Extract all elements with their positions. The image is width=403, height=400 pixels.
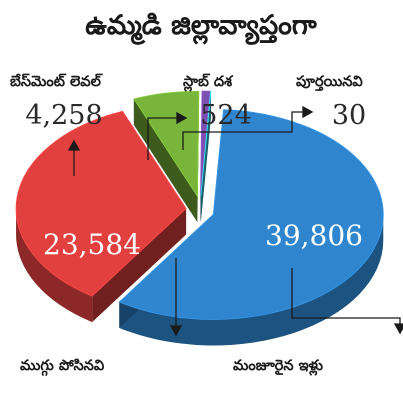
- slice-cut-face: [92, 208, 187, 323]
- label-completed: పూర్తయినవి: [296, 74, 363, 91]
- value-completed: 30: [332, 100, 366, 131]
- slice-cut-face: [200, 91, 212, 223]
- arrow-slab-stage-head: [176, 111, 188, 125]
- callout-arrows: [67, 105, 403, 337]
- arrow-completed-head: [302, 105, 314, 119]
- slice-top: [118, 109, 384, 320]
- value-sanctioned-houses: 39,806: [265, 219, 363, 252]
- value-muggu-posinavi: 23,584: [43, 228, 141, 261]
- label-slab-stage: స్లాబ్ దశ: [183, 73, 234, 92]
- arrow-slab-stage: [147, 117, 186, 160]
- arrow-basement-level-head: [67, 139, 81, 151]
- arrow-completed: [182, 111, 312, 150]
- label-sanctioned-houses: మంజూరైన ఇళ్లు: [233, 358, 323, 376]
- chart-title: ఉమ్మడి జిల్లావ్యాప్తంగా: [85, 10, 317, 45]
- slice-top: [15, 110, 187, 297]
- slice-wall: [16, 208, 93, 323]
- slice-top: [200, 90, 212, 197]
- arrow-sanctioned-houses-head: [393, 323, 403, 335]
- value-slab-stage: 524: [200, 100, 252, 131]
- label-muggu-posinavi: ముగ్గు పోసినవి: [20, 358, 105, 376]
- label-basement-level: బేస్‌మెంట్ లెవల్: [10, 73, 104, 90]
- pie-slice-completed: [200, 90, 212, 223]
- slice-cut-face: [133, 98, 198, 223]
- pie-slice-muggu-posinavi: [15, 110, 187, 323]
- arrow-muggu-posinavi-head: [169, 325, 183, 337]
- pie-slice-sanctioned-houses: [118, 109, 384, 346]
- value-basement-level: 4,258: [25, 100, 102, 131]
- slice-wall: [119, 214, 384, 346]
